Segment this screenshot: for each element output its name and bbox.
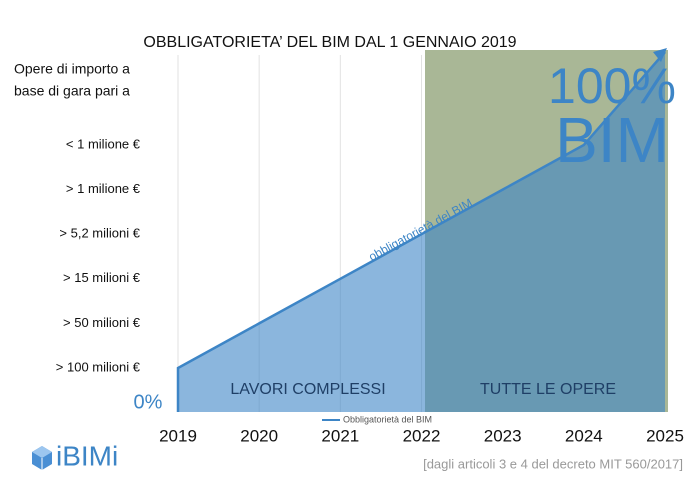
obligation-area [178,52,665,412]
y-category-label: < 1 milione € [66,136,141,151]
logo-text: iBIMi [56,440,118,471]
legend-label: Obbligatorietà del BIM [343,414,432,424]
y-category-label: > 15 milioni € [63,270,141,285]
y-category-label: > 1 milione € [66,181,141,196]
obligation-line [176,51,666,412]
end-label: 100% [548,58,676,114]
logo: iBIMi [32,440,118,471]
x-tick-label: 2020 [240,426,278,445]
zone-label: TUTTE LE OPERE [480,381,616,398]
x-tick-label: 2024 [565,426,603,445]
y-category-label: > 50 milioni € [63,315,141,330]
zone-label: LAVORI COMPLESSI [230,381,385,398]
x-tick-label: 2021 [321,426,359,445]
chart-title: OBBLIGATORIETA’ DEL BIM DAL 1 GENNAIO 20… [143,34,516,51]
end-label: BIM [555,104,669,176]
x-tick-label: 2022 [403,426,441,445]
y-axis-label: base di gara pari a [14,83,130,99]
arrow-head [653,48,667,62]
y-category-label: > 5,2 milioni € [59,226,140,241]
y-category-label: > 100 milioni € [56,359,141,374]
x-tick-label: 2023 [484,426,522,445]
x-tick-label: 2019 [159,426,197,445]
y-axis-label: Opere di importo a [14,61,130,77]
logo-cube-top [32,446,52,458]
source-note: [dagli articoli 3 e 4 del decreto MIT 56… [423,456,683,471]
x-tick-label: 2025 [646,426,684,445]
start-label: 0% [134,391,163,413]
